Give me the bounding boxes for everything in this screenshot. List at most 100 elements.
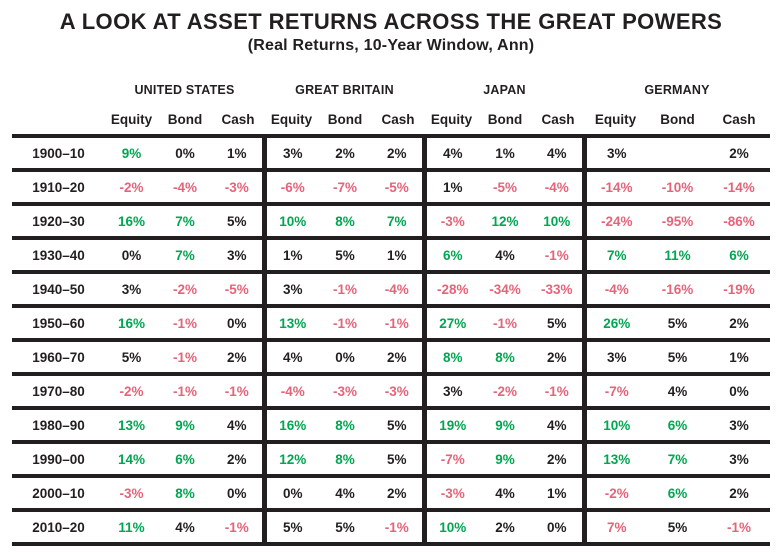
return-cell: 9% bbox=[104, 134, 159, 172]
asset-header: Cash bbox=[722, 112, 756, 127]
return-cell: 12% bbox=[478, 204, 532, 240]
return-cell: -33% bbox=[531, 272, 585, 308]
return-cell: 5% bbox=[646, 340, 709, 376]
country-header-row: UNITED STATES GREAT BRITAIN JAPAN GERMANY bbox=[12, 75, 769, 101]
corner-cell bbox=[12, 75, 104, 101]
return-cell: 3% bbox=[708, 408, 770, 444]
return-cell: 10% bbox=[262, 204, 319, 240]
country-header: JAPAN bbox=[483, 83, 526, 97]
return-cell: 5% bbox=[262, 510, 319, 546]
return-cell: 11% bbox=[104, 510, 159, 546]
return-cell: 0% bbox=[262, 476, 319, 512]
return-cell: 2% bbox=[708, 476, 770, 512]
return-cell: -1% bbox=[531, 374, 585, 410]
return-cell: 0% bbox=[531, 510, 585, 546]
return-cell: 0% bbox=[104, 238, 159, 274]
period-label: 1930–40 bbox=[12, 238, 105, 274]
return-cell: 4% bbox=[318, 476, 372, 512]
corner-cell-2 bbox=[12, 101, 104, 136]
return-cell: -2% bbox=[478, 374, 532, 410]
return-cell: 2% bbox=[371, 476, 425, 512]
return-cell: 8% bbox=[158, 476, 212, 512]
return-cell: 1% bbox=[371, 238, 425, 274]
return-cell: 1% bbox=[531, 476, 585, 512]
table-row: 1970–80 -2% -1% -1% -4% -3% -3% 3% -2% -1% -7% 4% 0% bbox=[12, 374, 770, 410]
asset-header: Bond bbox=[487, 112, 523, 127]
return-cell: -2% bbox=[582, 476, 647, 512]
return-cell: 0% bbox=[158, 134, 212, 172]
return-cell: -1% bbox=[708, 510, 770, 546]
return-cell: 6% bbox=[422, 238, 479, 274]
asset-header: Bond bbox=[167, 112, 203, 127]
table-row: 2000–10 -3% 8% 0% 0% 4% 2% -3% 4% 1% -2% 6% 2% bbox=[12, 476, 770, 512]
asset-header: Bond bbox=[327, 112, 363, 127]
return-cell: -2% bbox=[158, 272, 212, 308]
asset-header: Cash bbox=[541, 112, 575, 127]
return-cell: -3% bbox=[371, 374, 425, 410]
return-cell: 7% bbox=[582, 510, 647, 546]
return-cell: 9% bbox=[478, 442, 532, 478]
return-cell: 4% bbox=[262, 340, 319, 376]
return-cell: 1% bbox=[708, 340, 770, 376]
return-cell: 6% bbox=[646, 408, 709, 444]
page-title: A LOOK AT ASSET RETURNS ACROSS THE GREAT… bbox=[59, 9, 723, 34]
return-cell: 8% bbox=[318, 442, 372, 478]
return-cell: -1% bbox=[211, 374, 265, 410]
return-cell: 7% bbox=[158, 238, 212, 274]
return-cell: 5% bbox=[211, 204, 265, 240]
return-cell: 5% bbox=[371, 408, 425, 444]
return-cell: 11% bbox=[646, 238, 709, 274]
asset-header: Equity bbox=[594, 112, 637, 127]
asset-header: Equity bbox=[270, 112, 313, 127]
return-cell: 3% bbox=[582, 340, 647, 376]
return-cell: 3% bbox=[582, 134, 647, 172]
return-cell: 27% bbox=[422, 306, 479, 342]
asset-header: Cash bbox=[221, 112, 255, 127]
return-cell: -4% bbox=[158, 170, 212, 206]
return-cell: 2% bbox=[371, 134, 425, 172]
return-cell: -1% bbox=[158, 340, 212, 376]
return-cell: 16% bbox=[262, 408, 319, 444]
period-label: 1950–60 bbox=[12, 306, 105, 342]
return-cell: 16% bbox=[104, 204, 159, 240]
table-row: 2010–20 11% 4% -1% 5% 5% -1% 10% 2% 0% 7% 5% -1% bbox=[12, 510, 770, 546]
return-cell: 13% bbox=[262, 306, 319, 342]
return-cell: 2% bbox=[211, 340, 265, 376]
return-cell: -4% bbox=[582, 272, 647, 308]
return-cell: 8% bbox=[318, 408, 372, 444]
return-cell: -28% bbox=[422, 272, 479, 308]
country-header: UNITED STATES bbox=[134, 83, 235, 97]
return-cell: 2% bbox=[211, 442, 265, 478]
return-cell: 8% bbox=[318, 204, 372, 240]
return-cell: 9% bbox=[478, 408, 532, 444]
returns-table: UNITED STATES GREAT BRITAIN JAPAN GERMANY Eq… bbox=[12, 75, 770, 546]
return-cell: -1% bbox=[158, 306, 212, 342]
return-cell: -4% bbox=[531, 170, 585, 206]
return-cell: 6% bbox=[708, 238, 770, 274]
return-cell: 4% bbox=[478, 238, 532, 274]
return-cell: 2% bbox=[318, 134, 372, 172]
period-label: 2010–20 bbox=[12, 510, 105, 546]
return-cell: 7% bbox=[371, 204, 425, 240]
return-cell: 4% bbox=[158, 510, 212, 546]
return-cell: 2% bbox=[708, 134, 770, 172]
asset-header: Bond bbox=[660, 112, 695, 127]
return-cell: 5% bbox=[646, 306, 709, 342]
period-label: 1970–80 bbox=[12, 374, 105, 410]
period-label: 2000–10 bbox=[12, 476, 105, 512]
return-cell: 0% bbox=[318, 340, 372, 376]
return-cell: -86% bbox=[708, 204, 770, 240]
return-cell: 7% bbox=[646, 442, 709, 478]
return-cell: 3% bbox=[211, 238, 265, 274]
return-cell: 2% bbox=[478, 510, 532, 546]
return-cell: 1% bbox=[478, 134, 532, 172]
table-row: 1950–60 16% -1% 0% 13% -1% -1% 27% -1% 5% 26% 5% 2% bbox=[12, 306, 770, 342]
return-cell: -2% bbox=[104, 170, 159, 206]
return-cell: -14% bbox=[582, 170, 647, 206]
return-cell: -3% bbox=[422, 204, 479, 240]
return-cell: -3% bbox=[318, 374, 372, 410]
return-cell: -3% bbox=[104, 476, 159, 512]
return-cell: 8% bbox=[478, 340, 532, 376]
return-cell: 5% bbox=[371, 442, 425, 478]
